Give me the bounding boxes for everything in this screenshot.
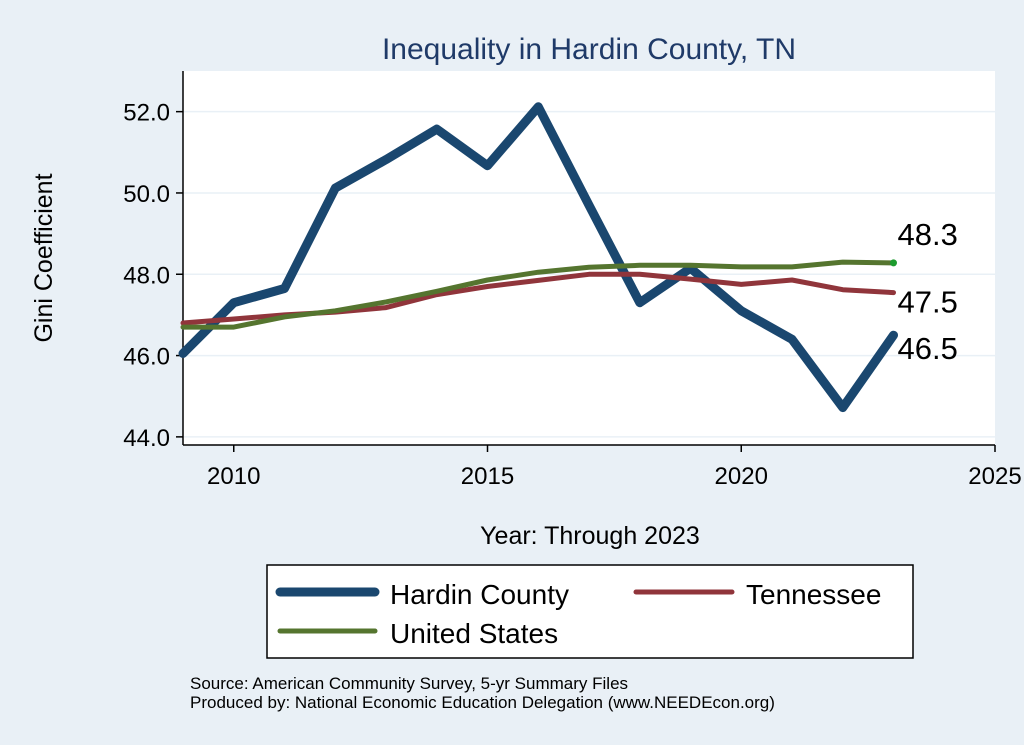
chart-title: Inequality in Hardin County, TN xyxy=(382,33,796,66)
end-label-hardin-county: 46.5 xyxy=(898,331,958,366)
x-tick-label-2020: 2020 xyxy=(715,463,768,490)
y-tick-label-50: 50.0 xyxy=(123,181,170,208)
x-tick-label-2025: 2025 xyxy=(968,463,1021,490)
legend-box xyxy=(266,564,914,659)
x-tick-label-2010: 2010 xyxy=(207,463,260,490)
y-tick-label-52: 52.0 xyxy=(123,100,170,127)
x-tick-label-2015: 2015 xyxy=(461,463,514,490)
end-label-united-states: 48.3 xyxy=(898,217,958,252)
y-tick-label-48: 48.0 xyxy=(123,262,170,289)
legend-label-hardin-county: Hardin County xyxy=(390,579,569,610)
y-axis-title: Gini Coefficient xyxy=(30,173,58,342)
legend-label-united-states: United States xyxy=(390,618,558,649)
legend: Hardin County Tennessee United States xyxy=(266,564,914,659)
series-line-hardin-county xyxy=(178,102,898,413)
end-labels: 46.5 47.5 48.3 xyxy=(890,217,958,366)
series-line-united-states xyxy=(180,259,896,330)
legend-label-tennessee: Tennessee xyxy=(746,579,881,610)
end-label-tennessee: 47.5 xyxy=(898,285,958,320)
x-axis-title: Year: Through 2023 xyxy=(480,522,700,550)
y-tick-label-44: 44.0 xyxy=(123,425,170,452)
y-tick-label-46: 46.0 xyxy=(123,344,170,371)
axes: 44.0 46.0 48.0 50.0 52.0 2010 2015 2020 2025 xyxy=(123,71,1022,490)
series-lines xyxy=(178,102,898,413)
producer-note: Produced by: National Economic Education… xyxy=(190,693,775,712)
source-note: Source: American Community Survey, 5-yr … xyxy=(190,674,628,693)
end-marker-united-states xyxy=(890,259,897,267)
